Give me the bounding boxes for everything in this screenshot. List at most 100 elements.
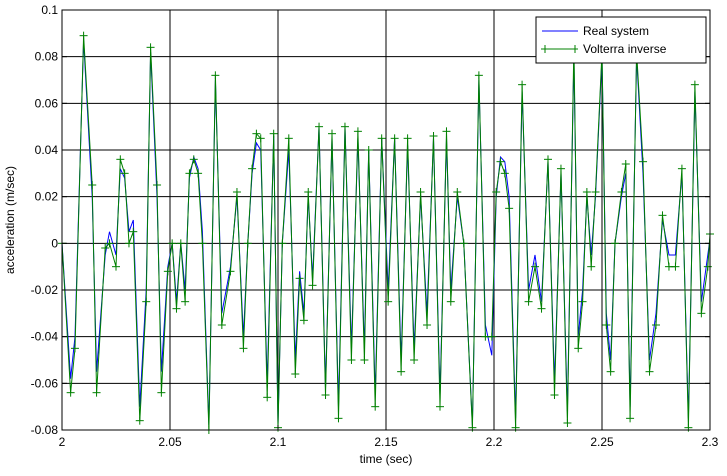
y-tick-label: 0.04 <box>35 143 59 157</box>
legend-volterra-label: Volterra inverse <box>583 42 667 56</box>
series-1-point <box>602 321 611 329</box>
x-tick-label: 2.25 <box>590 435 614 449</box>
series-1-point <box>256 134 265 143</box>
series-1-point <box>211 71 220 80</box>
y-tick-label: 0 <box>51 236 58 250</box>
y-tick-label: -0.02 <box>31 283 59 297</box>
series-1-point <box>105 239 114 248</box>
series-1-point <box>328 129 336 138</box>
y-tick-label: -0.04 <box>31 330 59 344</box>
series-1-point <box>582 188 591 196</box>
series-1-point <box>334 414 343 423</box>
series-1-point <box>524 297 533 306</box>
axis-ticks: 2 2.05 2.1 2.15 2.2 2.25 2.3 -0.08 -0.06 -0.04 -0.… <box>31 3 719 449</box>
series-1-point <box>453 188 462 196</box>
series-1-point <box>239 344 248 353</box>
series-1-point <box>176 239 185 248</box>
series-1-point <box>626 414 635 423</box>
series-1-point <box>299 316 308 325</box>
series-line-1 <box>61 35 711 431</box>
series-1-point <box>574 344 583 353</box>
series-1-point <box>550 391 559 399</box>
series-1-point <box>295 274 304 283</box>
x-axis-label: time (sec) <box>360 452 413 466</box>
series-1-point <box>92 388 101 397</box>
series-1-point <box>436 402 444 411</box>
series-1-point <box>397 367 406 376</box>
series-1-point <box>340 122 349 131</box>
series-1-point <box>120 169 129 178</box>
series-1-point <box>308 281 317 290</box>
series-1-point <box>606 367 615 376</box>
series-1-point <box>563 419 572 427</box>
series-1-point <box>459 239 468 248</box>
series-1-point <box>416 188 425 196</box>
series-1-point <box>617 188 626 196</box>
series-1-point <box>697 309 706 318</box>
series-1-point <box>248 164 257 173</box>
x-tick-label: 2.2 <box>486 435 503 449</box>
y-tick-label: 0.1 <box>41 3 58 17</box>
series-1-point <box>284 134 293 143</box>
y-axis-label: acceleration (m/sec) <box>3 166 17 274</box>
series-1-point <box>232 188 241 196</box>
series-1-point <box>124 239 133 248</box>
series-1-point <box>347 356 356 364</box>
series-1-point <box>291 370 300 378</box>
series-1-point <box>390 134 399 143</box>
series-1-point <box>360 356 369 364</box>
series-1-point <box>321 391 330 399</box>
series-1-point <box>410 356 419 364</box>
series-1-point <box>621 160 630 168</box>
series-1-point <box>142 297 151 306</box>
series-1-point <box>217 321 226 329</box>
series-1-point <box>304 188 313 196</box>
series-1-point <box>578 297 587 306</box>
series-1-point <box>194 169 203 178</box>
series-1-point <box>591 188 600 196</box>
series-1-point <box>556 164 565 173</box>
series-1-point <box>531 262 540 271</box>
series-1-point <box>446 297 455 306</box>
series-1-point <box>671 262 680 271</box>
series-1-point <box>587 262 596 271</box>
series-1-point <box>168 239 177 248</box>
series-1-point <box>423 321 432 329</box>
series-1-point <box>252 129 261 138</box>
series-1-point <box>263 393 272 402</box>
series-1-point <box>189 155 198 164</box>
series-1-point <box>185 169 194 178</box>
y-tick-label: 0.08 <box>35 50 59 64</box>
series-1-point <box>243 239 252 248</box>
series-1-point <box>79 31 88 40</box>
series-1-point <box>135 416 144 425</box>
x-tick-label: 2.05 <box>158 435 182 449</box>
series-1-point <box>172 304 181 313</box>
series-1-point <box>153 181 162 189</box>
series-1-point <box>88 181 97 189</box>
series-1-point <box>66 388 75 397</box>
series-1-point <box>278 239 287 248</box>
series-1-point <box>353 127 362 136</box>
series-1-point <box>157 388 166 397</box>
series-1-point <box>116 155 125 164</box>
x-tick-label: 2.1 <box>270 435 287 449</box>
y-tick-label: -0.08 <box>31 423 59 437</box>
series-1-point <box>146 43 155 52</box>
series-1-point <box>518 80 527 89</box>
series-1-point <box>70 344 79 353</box>
series-1-point <box>474 71 483 80</box>
series-1-point <box>112 262 120 271</box>
series-1-point <box>226 267 235 276</box>
series-1-point <box>129 227 138 236</box>
series-1-point <box>645 367 654 376</box>
series-1-point <box>442 127 451 136</box>
series-1-point <box>429 132 438 140</box>
series-1-point <box>500 169 509 178</box>
series-1-point <box>371 402 380 411</box>
series-1-point <box>677 164 686 173</box>
series-1-point <box>703 262 712 271</box>
series-1-point <box>198 239 207 248</box>
series-1-point <box>377 134 386 143</box>
